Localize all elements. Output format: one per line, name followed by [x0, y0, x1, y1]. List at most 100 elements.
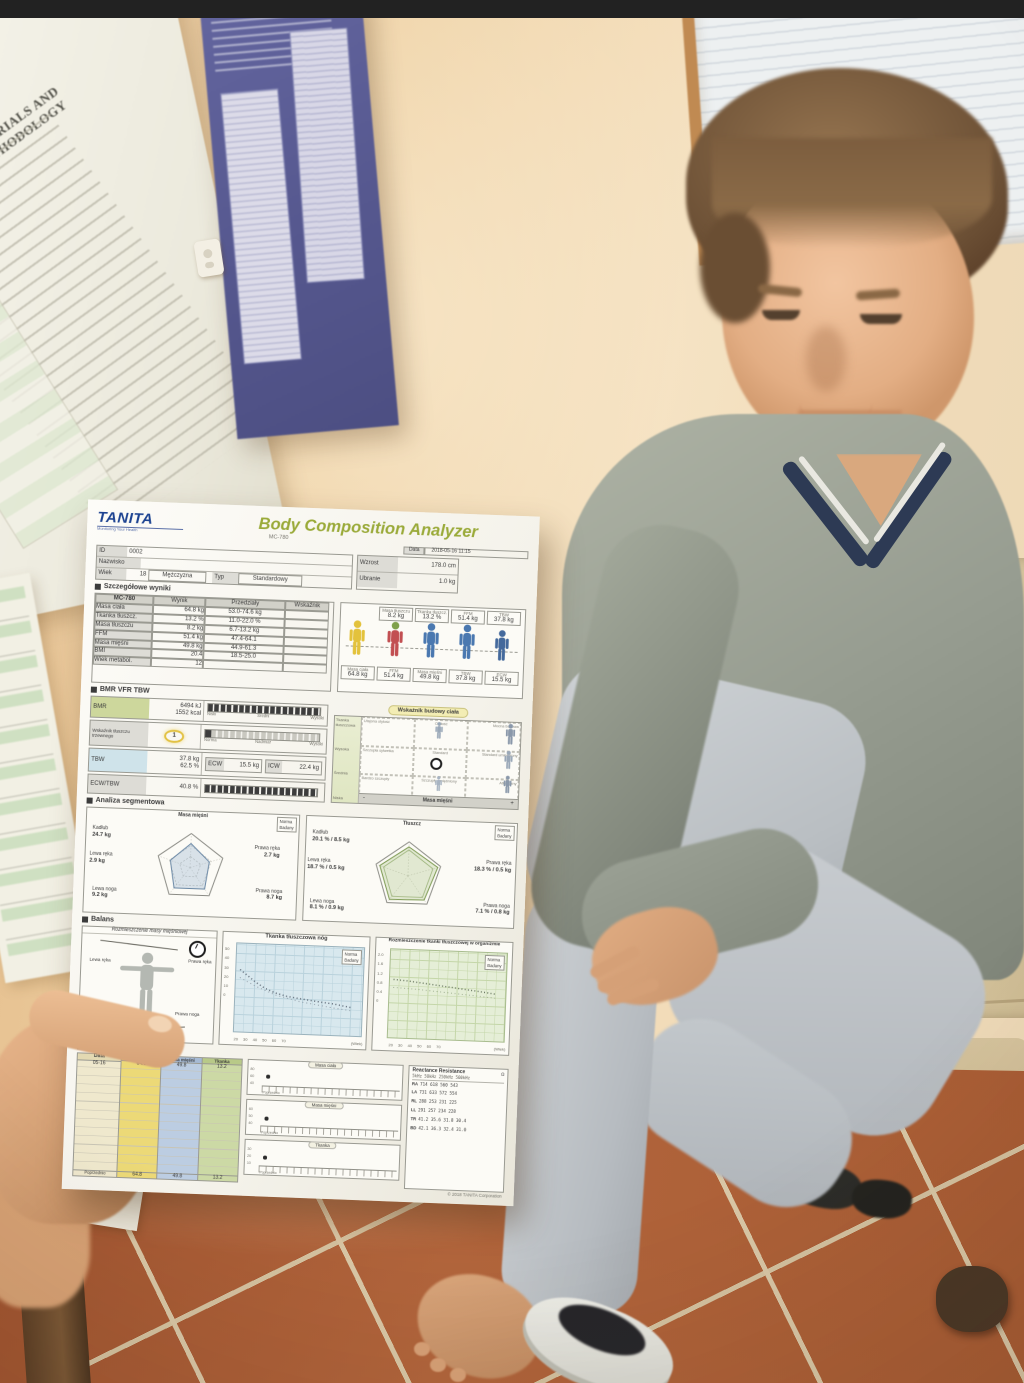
body-figure-muscle-icon: [421, 622, 441, 665]
history-col-muscle: Masa mięśni 49.8 49.8: [157, 1056, 203, 1181]
history-strip-weight: Masa ciała 80 60 40 Poprzednio: [246, 1059, 404, 1102]
man-toe: [414, 1342, 430, 1356]
strip-axis: [261, 1085, 400, 1098]
history-empty-rows: [73, 1066, 121, 1172]
segment-value: 24.7 kg: [92, 831, 112, 839]
physique-cell: Szczupła sylwetka: [359, 745, 414, 777]
man-eye: [860, 314, 902, 324]
muscle-radar-panel: Masa mięśni Norma Badany: [82, 806, 301, 921]
physique-grid: Utajona otyłość Otyłość Mocna budowa Szc…: [358, 717, 521, 810]
muscle-legend: Norma Badany: [276, 816, 298, 833]
y-low: Niska: [332, 794, 344, 800]
strip-axis-label: Poprzednio: [262, 1090, 280, 1096]
physique-title: Wskaźnik budowy ciała: [388, 705, 468, 719]
fat-radar-panel: Tłuszcz Norma Badany: [302, 815, 519, 930]
strip-title: Masa ciała: [307, 1061, 344, 1070]
history-prev-value: 49.8: [157, 1172, 198, 1181]
patient-measure-table: Wzrost 178.0 cm Ubranie 1.0 kg: [355, 554, 460, 594]
leg-fat-plot-area: Norma Badany: [232, 942, 366, 1038]
leg-fat-legend: Norma Badany: [341, 949, 363, 966]
leg-fat-x-label: (Wiek): [350, 1040, 363, 1046]
fat-left-arm-label: Lewa ręka 18.7 % / 0.5 kg: [307, 857, 345, 871]
history-prev-value: 13.2: [197, 1173, 238, 1182]
figure-bottom-box: FFM 51.4 kg: [376, 666, 411, 682]
reactance-row-label: RA: [411, 1080, 419, 1087]
right-leg-label: Prawa noga: [174, 1010, 200, 1017]
reactance-row-label: TR: [410, 1116, 417, 1122]
body-figure-weight-icon: [347, 619, 367, 662]
row-value: 12: [150, 658, 204, 670]
results-grid: MC-780 Wynik Przedziały Wskaźnik Masa ci…: [92, 593, 334, 674]
strip-title: Masa mięśni: [304, 1101, 344, 1110]
figure-box-value: 15.5 kg: [491, 677, 512, 684]
section-square-icon: [90, 686, 97, 693]
fat-dist-series: [393, 978, 497, 1000]
body-figure-tbw-icon: [457, 624, 477, 667]
strip-title: Tkanka: [308, 1141, 337, 1150]
strip-y-ticks: 30 20 10: [246, 1147, 252, 1165]
report-footer: © 2018 TANITA Corporation: [447, 1191, 502, 1199]
fat-dist-x-label: (Wiek): [493, 1045, 506, 1052]
fat-left-leg-label: Lewa noga 8.1 % / 0.9 kg: [310, 898, 345, 912]
section-square-icon: [81, 916, 89, 923]
ecw-icw-wrap: ECW 15.5 kg ICW 22.4 kg: [202, 753, 326, 780]
strip-data-dot: [264, 1116, 269, 1121]
y-mid: Średnia: [333, 770, 348, 776]
right-arm-label: Prawa ręka: [188, 958, 212, 965]
physique-figure-icon: [503, 750, 514, 772]
icw-value: 22.4 kg: [299, 764, 320, 772]
figure-bottom-box: Masa ciała 64.8 kg: [340, 665, 375, 681]
ecw-box: ECW 15.5 kg: [204, 757, 263, 774]
date-label: Data: [403, 546, 425, 556]
figure-box-value: 37.8 kg: [493, 617, 514, 624]
fat-dist-plot-area: Norma Badany: [386, 948, 509, 1043]
figure-box-value: 49.8 kg: [419, 674, 440, 682]
man-nose-shadow: [806, 326, 846, 392]
figures-panel: Masa tłuszczu 8.2 kg Tkanka tłuszcz. 13.…: [336, 602, 527, 700]
figure-box-value: 51.4 kg: [457, 615, 478, 623]
reactance-row-label: RL: [411, 1098, 417, 1104]
couch-foot: [936, 1266, 1008, 1332]
vfr-high: Wysoki: [309, 741, 324, 747]
gender-value: Mężczyzna: [148, 569, 207, 583]
type-label: Typ: [212, 572, 239, 585]
bmr-section-title: BMR VFR TBW: [99, 685, 150, 695]
results-body: MC-780 Wynik Przedziały Wskaźnik Masa ci…: [91, 592, 527, 700]
legend-subject: Badany: [279, 824, 294, 831]
height-value: 178.0 cm: [431, 562, 456, 570]
results-table: MC-780 Wynik Przedziały Wskaźnik Masa ci…: [91, 592, 335, 692]
history-table: Data 05-16 Poprzednio Masa ciała 64.8 64…: [72, 1052, 243, 1183]
physique-y-axis: Tkanka tłuszczowa Wysoka Średnia Niska: [331, 716, 363, 804]
segment-value: 9.2 kg: [91, 891, 108, 899]
section-square-icon: [86, 797, 93, 804]
strip-y-ticks: 80 60 40: [249, 1067, 255, 1086]
vfr-low: Norma: [203, 737, 217, 743]
results-section-title: Szczegółowe wyniki: [103, 583, 171, 593]
icw-box: ICW 22.4 kg: [264, 759, 323, 776]
reactance-unit: Ω: [501, 1071, 505, 1077]
icw-label: ICW: [265, 760, 282, 774]
history-strip-muscle: Masa mięśni 60 50 40 Poprzednio: [244, 1099, 403, 1142]
history-empty-rows: [117, 1067, 161, 1172]
balance-gauge-arms: [188, 940, 207, 959]
strip-axis-label: Poprzednio: [260, 1130, 279, 1136]
vfr-mid: Nadmiar: [255, 739, 272, 745]
figure-box-value: 37.8 kg: [455, 675, 476, 683]
height-label: Wzrost: [357, 555, 399, 573]
legend-subject: Badany: [344, 957, 359, 963]
vfr-gauge-wrap: Norma Nadmiar Wysoki: [201, 725, 327, 754]
man-toe: [430, 1358, 446, 1372]
ecw-label: ECW: [205, 758, 225, 771]
reactance-row-values: 42.1 36.3 32.4 31.0: [418, 1125, 467, 1132]
tbw-values: 37.8 kg 62.5 %: [146, 750, 203, 776]
history-empty-rows: [198, 1070, 242, 1176]
poster-blue-column: [290, 28, 364, 282]
x-axis-name: Masa mięśni: [422, 797, 453, 805]
muscle-right-arm-label: Prawa ręka 2.7 kg: [254, 845, 280, 859]
bmr-values: 6494 kJ 1552 kcal: [148, 698, 205, 722]
type-value: Standardowy: [238, 573, 303, 587]
balance-body: Rozmieszczenie masy mięśniowej Lewa ręka…: [77, 925, 514, 1057]
history-strips: Masa ciała 80 60 40 Poprzednio Masa mięś…: [243, 1059, 404, 1189]
history-strip-fat: Tkanka 30 20 10 Poprzednio: [243, 1139, 401, 1182]
muscle-right-leg-label: Prawa noga 8.7 kg: [255, 888, 282, 902]
